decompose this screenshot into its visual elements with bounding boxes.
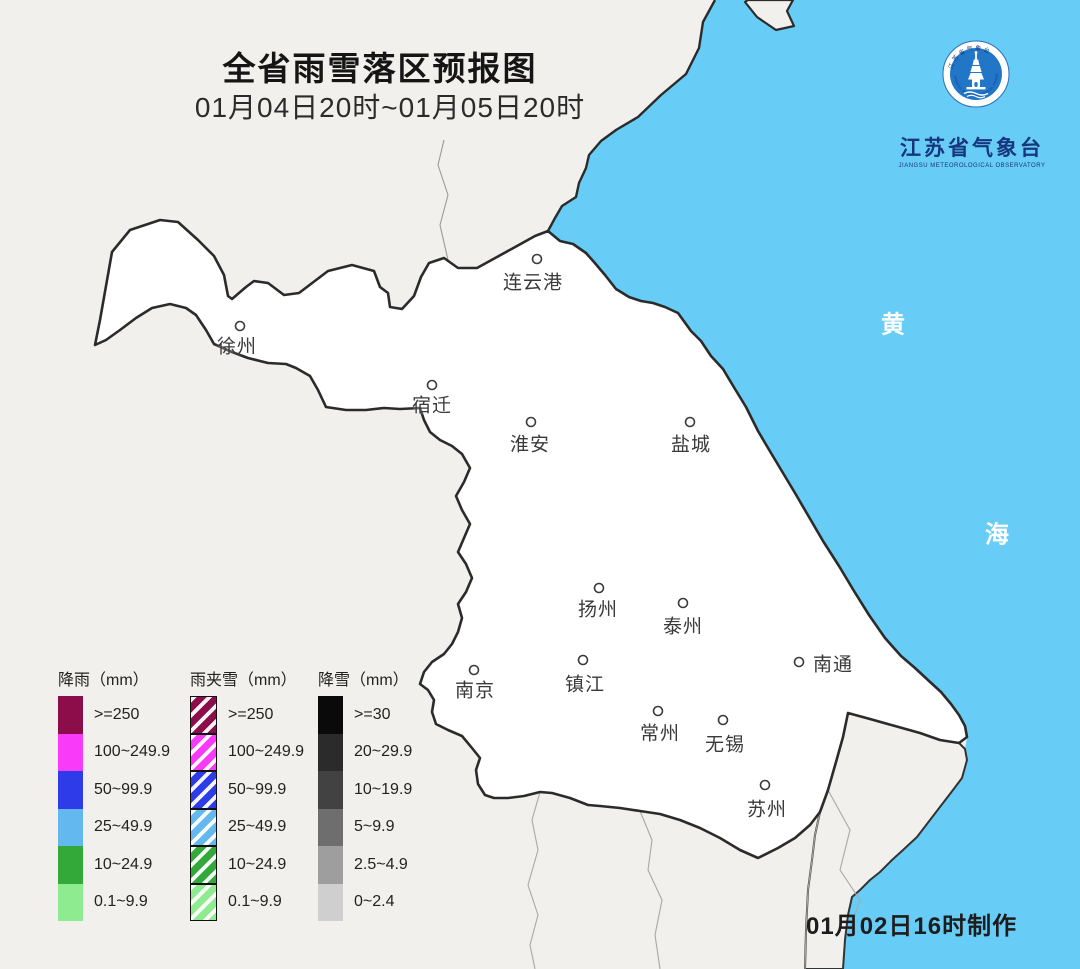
rain-swatch: [58, 771, 83, 809]
agency-emblem-icon: 江苏省气象台 JIANGSU METEOROLOGICAL OBSERVATOR…: [872, 22, 1010, 108]
city-markers: [234, 253, 805, 791]
legend-sleet: 雨夹雪（mm） >=250 100~249.9 50~99.9 25~49.9 …: [190, 670, 304, 921]
city-label-suzhou: 苏州: [746, 799, 788, 821]
legend-snow-header: 降雪（mm）: [318, 672, 409, 689]
city-label-yangzhou: 扬州: [577, 599, 619, 621]
city-marker-nanjing: [468, 664, 480, 676]
legend-row: 50~99.9: [190, 771, 304, 809]
city-marker-nantong: [793, 656, 805, 668]
north-coastline: [546, 0, 717, 232]
forecast-period: 01月04日20时~01月05日20时: [194, 92, 586, 123]
city-marker-huaian: [525, 416, 537, 428]
city-label-xuzhou: 徐州: [216, 336, 258, 358]
city-label-changzhou: 常州: [639, 723, 681, 745]
legend-snow: 降雪（mm） >=30 20~29.9 10~19.9 5~9.9 2.5~4.…: [318, 670, 412, 921]
sleet-swatch: [190, 696, 217, 734]
city-label-lianyungang: 连云港: [502, 272, 564, 294]
city-label-taizhou: 泰州: [662, 616, 704, 638]
legend-row: 0.1~9.9: [58, 883, 170, 921]
outside-boundaries: [527, 789, 861, 969]
city-marker-xuzhou: [234, 320, 246, 332]
city-marker-zhenjiang: [577, 654, 589, 666]
city-label-nantong: 南通: [812, 654, 854, 676]
legend-sleet-header: 雨夹雪（mm）: [190, 672, 297, 689]
legend-row: 25~49.9: [190, 808, 304, 846]
city-marker-wuxi: [717, 714, 729, 726]
rain-swatch: [58, 846, 83, 884]
legend-row: 0.1~9.9: [190, 883, 304, 921]
sea-label-hai: 海: [985, 521, 1009, 549]
city-label-wuxi: 无锡: [704, 734, 746, 756]
city-label-zhenjiang: 镇江: [564, 674, 606, 696]
legend-row: 100~249.9: [58, 733, 170, 771]
legend-row: 20~29.9: [318, 733, 412, 771]
agency-logo: 江苏省气象台 JIANGSU METEOROLOGICAL OBSERVATOR…: [872, 22, 1072, 169]
city-marker-taizhou: [677, 597, 689, 609]
sleet-swatch: [190, 883, 217, 921]
legend-row: 100~249.9: [190, 733, 304, 771]
snow-swatch: [318, 808, 343, 846]
agency-name-en: JIANGSU METEOROLOGICAL OBSERVATORY: [898, 163, 1046, 169]
legend-row: 0~2.4: [318, 883, 412, 921]
legend-row: >=250: [190, 696, 304, 734]
city-label-suqian: 宿迁: [411, 395, 453, 417]
sleet-swatch: [190, 808, 217, 846]
city-label-huaian: 淮安: [509, 434, 551, 456]
sleet-swatch: [190, 733, 217, 771]
agency-name: 江苏省气象台: [900, 136, 1044, 160]
city-marker-yancheng: [684, 416, 696, 428]
snow-swatch: [318, 696, 343, 734]
yellow-sea-area: [548, 0, 1080, 969]
city-label-yancheng: 盐城: [670, 434, 712, 456]
sea-label-huang: 黄: [881, 311, 905, 339]
sleet-swatch: [190, 846, 217, 884]
legend-row: 5~9.9: [318, 808, 412, 846]
legend-row: 50~99.9: [58, 771, 170, 809]
rain-swatch: [58, 733, 83, 771]
peninsula-shape: [743, 0, 796, 32]
rain-swatch: [58, 808, 83, 846]
city-marker-suqian: [426, 379, 438, 391]
city-label-nanjing: 南京: [454, 680, 496, 702]
legend-row: 10~24.9: [190, 846, 304, 884]
city-marker-yangzhou: [593, 582, 605, 594]
rain-swatch: [58, 883, 83, 921]
legend-row: >=250: [58, 696, 170, 734]
legend-row: 10~24.9: [58, 846, 170, 884]
city-marker-lianyungang: [531, 253, 543, 265]
sleet-swatch: [190, 771, 217, 809]
legend-row: 2.5~4.9: [318, 846, 412, 884]
snow-swatch: [318, 733, 343, 771]
city-marker-changzhou: [652, 705, 664, 717]
issue-timestamp: 01月02日16时制作: [806, 913, 1018, 940]
pagoda-icon: [963, 51, 989, 99]
snow-swatch: [318, 883, 343, 921]
snow-swatch: [318, 846, 343, 884]
legend-rain-header: 降雨（mm）: [58, 672, 149, 689]
city-marker-suzhou: [759, 779, 771, 791]
snow-swatch: [318, 771, 343, 809]
legend-rain: 降雨（mm） >=250 100~249.9 50~99.9 25~49.9 1…: [58, 670, 170, 921]
legend-row: 25~49.9: [58, 808, 170, 846]
legend-row: 10~19.9: [318, 771, 412, 809]
legend-row: >=30: [318, 696, 412, 734]
page-title: 全省雨雪落区预报图: [222, 50, 538, 87]
rain-swatch: [58, 696, 83, 734]
